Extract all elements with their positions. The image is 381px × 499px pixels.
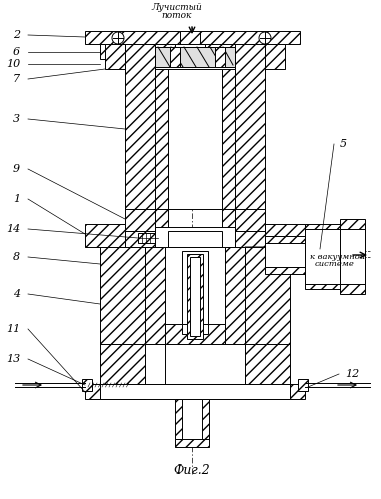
Text: 7: 7: [13, 74, 20, 84]
Polygon shape: [340, 229, 350, 284]
Bar: [305, 229, 340, 284]
Polygon shape: [245, 384, 290, 399]
Polygon shape: [155, 209, 168, 231]
Polygon shape: [222, 209, 235, 231]
Text: 11: 11: [6, 324, 20, 334]
Polygon shape: [265, 44, 285, 69]
Text: 10: 10: [6, 59, 20, 69]
Polygon shape: [105, 44, 125, 69]
Bar: [165, 247, 225, 344]
Polygon shape: [125, 44, 155, 209]
Text: 3: 3: [13, 114, 20, 124]
Polygon shape: [298, 379, 308, 391]
Bar: [215, 47, 225, 67]
Circle shape: [112, 32, 124, 44]
Polygon shape: [305, 229, 320, 284]
Polygon shape: [145, 344, 165, 384]
Bar: [145, 344, 245, 384]
Text: системе: системе: [315, 260, 355, 268]
Text: Фиг.2: Фиг.2: [174, 465, 210, 478]
Polygon shape: [225, 247, 245, 344]
Polygon shape: [225, 379, 245, 391]
Polygon shape: [245, 247, 290, 344]
Polygon shape: [100, 384, 145, 399]
Text: 13: 13: [6, 354, 20, 364]
Polygon shape: [340, 219, 365, 294]
Bar: [155, 227, 235, 247]
Polygon shape: [265, 236, 305, 243]
Polygon shape: [85, 31, 180, 44]
Polygon shape: [165, 251, 182, 324]
Polygon shape: [205, 44, 280, 59]
Polygon shape: [145, 379, 165, 391]
Polygon shape: [290, 384, 305, 399]
Text: 1: 1: [13, 194, 20, 204]
Bar: [187, 254, 203, 339]
Polygon shape: [265, 267, 305, 274]
Bar: [180, 31, 200, 44]
Bar: [170, 47, 180, 67]
Bar: [168, 69, 222, 209]
Polygon shape: [305, 224, 340, 229]
Bar: [175, 439, 209, 447]
Text: 8: 8: [13, 252, 20, 262]
Bar: [175, 44, 205, 59]
Text: 5: 5: [340, 139, 347, 149]
Bar: [165, 324, 225, 344]
Polygon shape: [235, 44, 265, 209]
Polygon shape: [320, 229, 340, 284]
Polygon shape: [125, 209, 155, 231]
Polygon shape: [245, 344, 290, 384]
Polygon shape: [245, 247, 290, 344]
Polygon shape: [265, 224, 305, 247]
Polygon shape: [305, 284, 340, 289]
Bar: [168, 231, 222, 247]
Polygon shape: [82, 379, 92, 391]
Text: поток: поток: [162, 11, 192, 20]
Polygon shape: [265, 241, 305, 269]
Polygon shape: [85, 384, 100, 399]
Bar: [340, 229, 365, 284]
Text: 2: 2: [13, 30, 20, 40]
Text: Лучистый: Лучистый: [152, 3, 202, 12]
Polygon shape: [200, 31, 300, 44]
Bar: [190, 257, 200, 336]
Polygon shape: [222, 69, 235, 209]
Text: 12: 12: [345, 369, 359, 379]
Bar: [175, 399, 209, 439]
Text: 6: 6: [13, 47, 20, 57]
Bar: [100, 384, 290, 399]
Polygon shape: [145, 247, 165, 344]
Text: к вакуумной: к вакуумной: [310, 253, 365, 261]
Bar: [180, 47, 215, 67]
Text: 14: 14: [6, 224, 20, 234]
Circle shape: [259, 32, 271, 44]
Bar: [138, 233, 158, 243]
Text: 4: 4: [13, 289, 20, 299]
Bar: [182, 399, 202, 439]
Polygon shape: [155, 69, 168, 209]
Polygon shape: [235, 231, 265, 247]
Polygon shape: [125, 231, 155, 247]
Polygon shape: [85, 224, 125, 247]
Polygon shape: [208, 251, 225, 324]
Bar: [175, 44, 205, 59]
Bar: [155, 47, 235, 67]
Polygon shape: [100, 44, 175, 59]
Bar: [182, 251, 208, 324]
Polygon shape: [100, 247, 145, 344]
Bar: [265, 243, 305, 267]
Text: 9: 9: [13, 164, 20, 174]
Bar: [182, 324, 208, 334]
Polygon shape: [100, 344, 145, 384]
Polygon shape: [235, 209, 265, 231]
